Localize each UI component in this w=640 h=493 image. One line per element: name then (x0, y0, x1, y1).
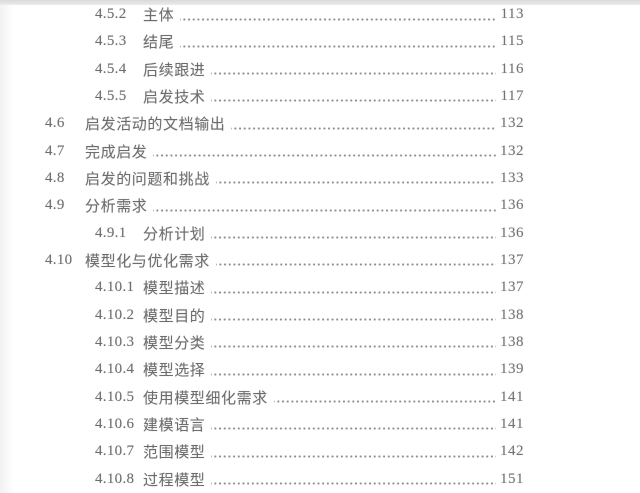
toc-entry-page-number: 141 (500, 388, 524, 405)
toc-entry-page-number: 139 (500, 361, 524, 378)
toc-entry-number: 4.5.4 (95, 60, 127, 77)
toc-entry-title: 启发活动的文档输出 (85, 117, 226, 134)
toc-entry-number: 4.10.1 (95, 279, 135, 296)
toc-entry-title: 范围模型 (143, 445, 206, 462)
toc-entry-title: 建模语言 (143, 418, 206, 435)
toc-entry-title: 分析需求 (85, 199, 148, 216)
toc-entry: 4.9 分析需求 136 (0, 192, 524, 220)
toc-entry: 4.10.2 模型目的 138 (0, 301, 524, 329)
toc-entry-page-number: 141 (500, 416, 524, 433)
dot-leader (273, 383, 496, 411)
toc-entry: 4.10.6 建模语言 141 (0, 410, 524, 439)
toc-entry-title: 模型描述 (143, 281, 206, 298)
dot-leader (215, 164, 496, 193)
toc-entry: 4.8 启发的问题和挑战 133 (0, 164, 524, 193)
toc-entry-page-number: 137 (500, 252, 524, 269)
toc-entry-number: 4.10.7 (95, 443, 135, 460)
dot-leader (211, 219, 496, 247)
toc-entry-page-number: 115 (500, 33, 524, 50)
dot-leader (211, 328, 496, 357)
dot-leader (211, 465, 496, 493)
toc-entry-number: 4.5.5 (95, 88, 127, 105)
dot-leader (153, 137, 496, 165)
toc-entry-page-number: 138 (500, 334, 524, 351)
toc-entry-number: 4.10.5 (95, 388, 135, 405)
toc-entry-page-number: 116 (500, 60, 524, 77)
toc-entry-title: 结尾 (143, 35, 175, 52)
toc-entry-title: 启发技术 (143, 90, 206, 107)
toc-entry-title: 模型化与优化需求 (85, 254, 210, 271)
toc-entry: 4.5.2 主体 113 (0, 1, 524, 29)
toc-entry-page-number: 136 (500, 197, 524, 214)
dot-leader (231, 110, 496, 138)
toc-entry-number: 4.10.4 (95, 361, 135, 378)
toc-entry: 4.9.1 分析计划 136 (0, 219, 524, 247)
dot-leader (211, 301, 496, 329)
toc-entry-number: 4.7 (45, 142, 65, 159)
toc-entry-number: 4.5.2 (95, 6, 127, 23)
toc-entry-number: 4.10.2 (95, 306, 135, 323)
dot-leader (153, 192, 496, 220)
toc-entry-number: 4.10.3 (95, 334, 135, 351)
dot-leader (180, 28, 496, 56)
toc-entry-title: 分析计划 (143, 226, 206, 243)
toc-entry-title: 启发的问题和挑战 (85, 172, 210, 189)
toc-entry-page-number: 136 (500, 224, 524, 241)
toc-entry-number: 4.10.6 (95, 416, 135, 433)
toc-entry-title: 过程模型 (143, 472, 206, 489)
toc-entry-title: 使用模型细化需求 (143, 390, 268, 407)
toc-entry-title: 主体 (143, 8, 175, 25)
toc-entry: 4.10.5 使用模型细化需求 141 (0, 383, 524, 411)
toc-entry: 4.5.3 结尾 115 (0, 28, 524, 56)
toc-entry: 4.10.4 模型选择 139 (0, 356, 524, 384)
toc-entry-title: 后续跟进 (143, 62, 206, 79)
toc-entry-page-number: 132 (500, 115, 524, 132)
toc-entry-page-number: 132 (500, 142, 524, 159)
toc-entry-number: 4.6 (45, 115, 65, 132)
toc-entry: 4.6 启发活动的文档输出 132 (0, 110, 524, 138)
dot-leader (211, 82, 496, 111)
toc-entry-title: 模型选择 (143, 363, 206, 380)
toc-entry: 4.10.8 过程模型 151 (0, 465, 524, 493)
dot-leader (211, 55, 496, 83)
toc-entry: 4.7 完成启发 132 (0, 137, 524, 165)
toc-entry-title: 模型分类 (143, 336, 206, 353)
toc-entry-number: 4.10 (45, 252, 73, 269)
toc-entry-page-number: 133 (500, 170, 524, 187)
toc-entry: 4.10.7 范围模型 142 (0, 438, 524, 466)
toc-entry-title: 模型目的 (143, 308, 206, 325)
toc-entry: 4.10 模型化与优化需求 137 (0, 246, 524, 275)
toc-entry-page-number: 137 (500, 279, 524, 296)
toc-entry-number: 4.9 (45, 197, 65, 214)
dot-leader (211, 274, 496, 302)
dot-leader (211, 438, 496, 466)
toc-entry-number: 4.5.3 (95, 33, 127, 50)
toc-entry-page-number: 151 (500, 470, 524, 487)
dot-leader (211, 356, 496, 384)
dot-leader (211, 410, 496, 439)
dot-leader (180, 1, 496, 29)
toc-entry-number: 4.10.8 (95, 470, 135, 487)
toc-entry: 4.5.5 启发技术 117 (0, 82, 524, 111)
toc-entry-number: 4.9.1 (95, 224, 127, 241)
dot-leader (215, 246, 496, 275)
toc-entry-title: 完成启发 (85, 144, 148, 161)
toc-entry-page-number: 117 (500, 88, 524, 105)
table-of-contents: 4.5.2 主体 113 4.5.3 结尾 115 4.5.4 后续跟进 116… (0, 1, 524, 493)
toc-entry-page-number: 142 (500, 443, 524, 460)
toc-entry-page-number: 113 (500, 6, 524, 23)
toc-entry-number: 4.8 (45, 170, 65, 187)
toc-entry-page-number: 138 (500, 306, 524, 323)
toc-entry: 4.5.4 后续跟进 116 (0, 55, 524, 83)
toc-entry: 4.10.1 模型描述 137 (0, 274, 524, 302)
toc-entry: 4.10.3 模型分类 138 (0, 328, 524, 357)
